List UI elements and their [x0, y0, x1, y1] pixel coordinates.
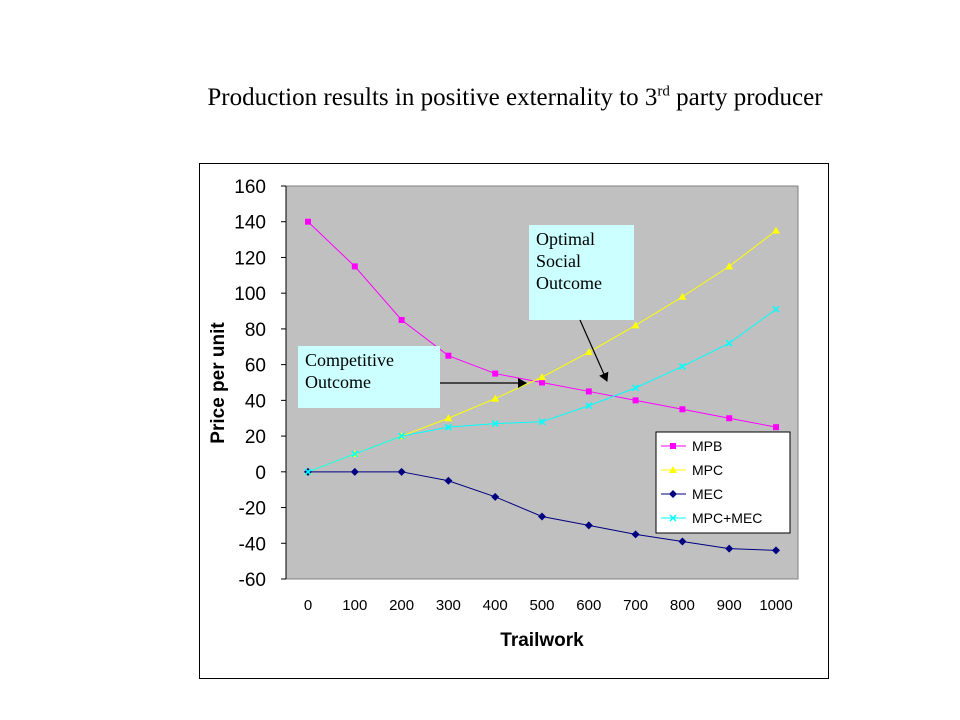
legend-marker-mpc: [669, 466, 677, 473]
data-point-mpc-mec: [725, 339, 733, 347]
legend-marker-mpc-mec: [669, 514, 677, 522]
data-point-mpb: [539, 379, 545, 386]
data-point-mpb: [305, 218, 311, 225]
x-tick-label: 700: [623, 597, 648, 614]
callout-line: Outcome: [536, 273, 602, 293]
data-point-mpb: [445, 352, 452, 359]
callout-line: Competitive: [305, 350, 394, 370]
x-tick-label: 300: [436, 597, 461, 614]
data-point-mpc: [678, 292, 687, 300]
data-point-mpb: [351, 263, 358, 270]
legend-label-mpb: MPB: [692, 438, 722, 454]
y-tick-label: 60: [245, 356, 266, 377]
data-point-mec: [397, 467, 406, 476]
data-point-mpc-mec: [398, 432, 406, 440]
x-tick-label: 900: [717, 597, 742, 614]
data-point-mpc: [584, 348, 593, 356]
data-point-mec: [678, 537, 687, 546]
y-tick-label: 40: [245, 391, 266, 412]
x-tick-label: 0: [304, 597, 312, 614]
data-point-mpc-mec: [678, 362, 686, 370]
y-tick-label: 160: [234, 177, 266, 198]
data-point-mpc: [444, 414, 453, 422]
data-point-mpc-mec: [585, 402, 593, 410]
data-point-mpc: [538, 373, 546, 381]
y-tick-label: 140: [234, 213, 266, 234]
slide-title: Production results in positive externali…: [0, 84, 960, 112]
y-tick-label: 20: [245, 427, 266, 448]
data-point-mpb: [632, 397, 639, 404]
data-point-mpc-mec: [444, 423, 452, 431]
optimal-outcome-arrow: [579, 319, 609, 382]
y-tick-label: -60: [239, 570, 266, 591]
x-tick-label: 500: [529, 597, 554, 614]
slide-title-end: party producer: [669, 84, 823, 111]
x-tick-label: 100: [342, 597, 367, 614]
y-tick-label: -40: [239, 534, 266, 555]
data-point-mpc: [631, 321, 640, 329]
data-point-mpc-mec: [632, 384, 640, 392]
legend-marker-mpb: [670, 443, 676, 449]
data-point-mec: [350, 467, 359, 476]
data-point-mpc-mec: [538, 418, 546, 426]
data-point-mpb: [492, 370, 499, 377]
y-tick-label: -20: [239, 499, 266, 520]
data-point-mec: [584, 521, 593, 530]
data-point-mpc-mec: [351, 450, 359, 458]
data-point-mec: [538, 512, 546, 521]
data-point-mpb: [726, 415, 733, 422]
data-point-mpb: [398, 316, 405, 323]
y-tick-label: 80: [245, 320, 266, 341]
legend-label-mec: MEC: [692, 486, 723, 502]
data-point-mec: [491, 492, 500, 501]
data-point-mpc-mec: [772, 305, 780, 313]
data-point-mpb: [585, 388, 592, 395]
callout-line: Optimal: [536, 229, 595, 249]
x-tick-label: 600: [576, 597, 601, 614]
data-point-mec: [444, 476, 453, 485]
data-point-mpb: [773, 424, 779, 431]
x-tick-label: 1000: [759, 597, 792, 614]
legend-box: [655, 431, 791, 534]
y-tick-label: 100: [234, 284, 266, 305]
y-axis-label: Price per unit: [208, 322, 229, 444]
data-point-mpc: [491, 394, 500, 402]
legend-label-mpc: MPC: [692, 462, 723, 478]
data-point-mpb: [679, 406, 686, 413]
callout-line: Outcome: [305, 372, 371, 392]
callout-line: Social: [536, 251, 581, 271]
x-tick-label: 800: [670, 597, 695, 614]
x-tick-label: 200: [389, 597, 414, 614]
optimal-social-outcome-callout: Optimal Social Outcome: [529, 225, 634, 320]
slide-title-main: Production results in positive externali…: [207, 84, 658, 111]
legend-label-mpc-mec: MPC+MEC: [692, 510, 762, 526]
slide-title-superscript: rd: [657, 83, 670, 100]
y-tick-label: 120: [234, 248, 266, 269]
x-tick-label: 400: [483, 597, 508, 614]
data-point-mpc: [725, 262, 734, 270]
data-point-mpc-mec: [304, 468, 312, 476]
competitive-outcome-callout: Competitive Outcome: [298, 346, 440, 408]
y-tick-label: 0: [255, 463, 266, 484]
data-point-mpc: [772, 226, 780, 234]
x-axis-label: Trailwork: [500, 630, 584, 651]
data-point-mpc-mec: [491, 420, 499, 428]
data-point-mec: [725, 544, 734, 553]
legend-marker-mec: [669, 490, 677, 498]
data-point-mec: [772, 546, 780, 555]
data-point-mec: [631, 530, 640, 539]
